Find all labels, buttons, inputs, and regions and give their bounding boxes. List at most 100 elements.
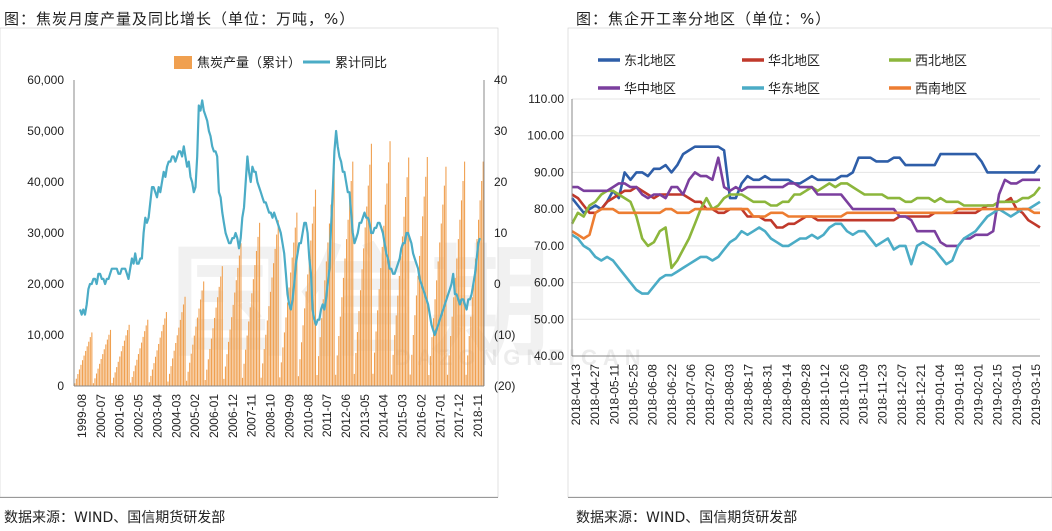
legend-label-yoy: 累计同比 xyxy=(335,56,387,71)
production-bar xyxy=(269,291,272,386)
production-bar xyxy=(88,341,90,386)
x-tick-label: 2014-04 xyxy=(377,394,391,438)
production-bar xyxy=(443,185,445,386)
production-bar xyxy=(106,339,108,386)
production-bar xyxy=(358,311,360,386)
production-bar xyxy=(186,380,188,386)
production-bar xyxy=(369,164,371,386)
production-bar xyxy=(144,331,146,386)
x-tick-label: 2015-03 xyxy=(396,394,410,438)
production-bar xyxy=(130,382,132,386)
production-bar xyxy=(425,176,427,386)
production-bar xyxy=(434,299,436,386)
production-bar xyxy=(440,223,442,386)
production-bar xyxy=(150,375,152,386)
production-bar xyxy=(332,185,334,386)
production-bar xyxy=(321,318,323,386)
production-bar xyxy=(426,157,428,386)
production-bar xyxy=(377,310,379,386)
production-bar xyxy=(214,317,216,386)
production-bar xyxy=(201,290,203,386)
production-bar xyxy=(356,332,358,386)
production-bar xyxy=(218,286,220,386)
production-bar xyxy=(165,312,167,386)
production-bar xyxy=(167,381,169,386)
production-bar xyxy=(238,255,240,386)
y-left-tick-label: 50,000 xyxy=(27,124,64,138)
production-bar xyxy=(231,317,233,386)
production-bar xyxy=(294,227,296,386)
x-tick-label: 2005-02 xyxy=(188,394,202,438)
production-bar xyxy=(266,320,268,386)
production-bar xyxy=(245,349,247,386)
production-bar xyxy=(237,267,239,386)
production-bar xyxy=(123,340,126,386)
production-bar xyxy=(479,200,481,386)
production-bar xyxy=(111,382,113,386)
legend-label-production: 焦炭产量（累计） xyxy=(197,56,301,71)
production-bar xyxy=(286,302,289,386)
production-bar xyxy=(429,356,431,386)
production-bar xyxy=(117,361,119,386)
production-bar xyxy=(448,355,450,386)
production-bar xyxy=(85,350,87,386)
production-bar xyxy=(204,380,206,386)
production-bar xyxy=(293,242,295,386)
production-bar xyxy=(482,161,484,386)
left-legend: 焦炭产量（累计） 累计同比 xyxy=(174,56,387,71)
production-bar xyxy=(122,345,124,386)
production-bar xyxy=(394,335,396,386)
production-bar xyxy=(300,342,303,386)
production-bar xyxy=(380,268,382,386)
production-bar xyxy=(109,329,112,386)
production-bar xyxy=(125,335,127,386)
production-bar xyxy=(105,344,107,386)
production-bar xyxy=(255,250,258,386)
production-bar xyxy=(409,374,411,386)
x-tick-label: 2002-05 xyxy=(132,394,146,438)
x-tick-label: 2010-08 xyxy=(301,394,315,438)
production-bar xyxy=(378,289,380,386)
production-bar xyxy=(333,166,335,386)
production-bar xyxy=(335,374,337,386)
production-bar xyxy=(366,206,368,386)
production-bar xyxy=(305,291,307,386)
production-bar xyxy=(159,337,161,386)
production-bar xyxy=(446,374,449,386)
production-bar xyxy=(473,277,475,386)
production-bar xyxy=(251,293,253,386)
production-bar xyxy=(381,246,383,386)
x-tick-label: 2017-01 xyxy=(433,394,447,438)
production-bar xyxy=(349,200,351,386)
production-bar xyxy=(428,375,430,386)
production-bar xyxy=(195,326,197,386)
production-bar xyxy=(308,257,310,386)
production-bar xyxy=(198,308,200,386)
production-bar xyxy=(170,366,172,386)
production-bar xyxy=(328,223,331,386)
production-bar xyxy=(193,335,195,386)
production-bar xyxy=(290,272,292,386)
production-bar xyxy=(280,362,282,386)
production-bar xyxy=(133,371,135,386)
production-bar xyxy=(154,356,157,386)
left-line-series xyxy=(78,99,482,337)
production-bar xyxy=(363,248,365,386)
y-left-tick-label: 60,000 xyxy=(27,73,64,87)
x-tick-label: 2008-10 xyxy=(264,394,278,438)
production-bar xyxy=(392,354,394,386)
production-bar xyxy=(221,266,223,386)
production-bar xyxy=(134,365,136,386)
production-bar xyxy=(74,383,76,386)
production-bar xyxy=(288,287,290,386)
production-bar xyxy=(359,290,362,386)
production-bar xyxy=(453,297,455,386)
production-bar xyxy=(342,277,344,386)
production-bar xyxy=(398,275,400,386)
production-bar xyxy=(83,355,85,386)
production-bar xyxy=(173,350,175,386)
y-left-tick-label: 10,000 xyxy=(27,328,64,342)
production-bar xyxy=(307,274,309,386)
production-bar xyxy=(148,382,150,386)
